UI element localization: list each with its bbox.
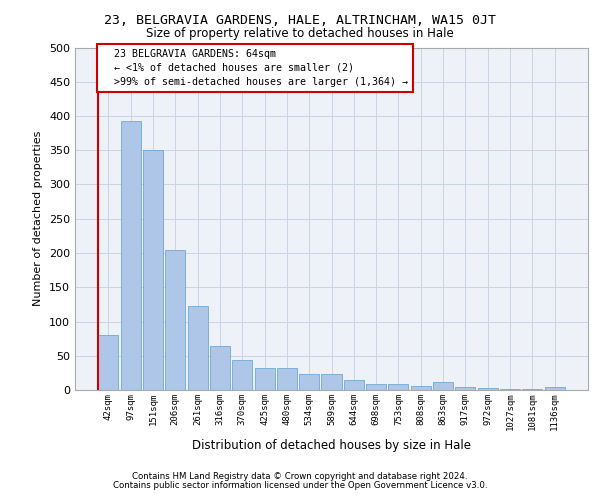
Bar: [188, 306, 208, 390]
Bar: [344, 380, 364, 390]
Bar: [254, 368, 275, 390]
Text: 23, BELGRAVIA GARDENS, HALE, ALTRINCHAM, WA15 0JT: 23, BELGRAVIA GARDENS, HALE, ALTRINCHAM,…: [104, 14, 496, 27]
Bar: [388, 384, 409, 390]
Bar: [299, 374, 319, 390]
Y-axis label: Number of detached properties: Number of detached properties: [34, 131, 43, 306]
Bar: [500, 388, 520, 390]
Text: Size of property relative to detached houses in Hale: Size of property relative to detached ho…: [146, 28, 454, 40]
Text: Contains HM Land Registry data © Crown copyright and database right 2024.: Contains HM Land Registry data © Crown c…: [132, 472, 468, 481]
Bar: [210, 346, 230, 390]
Bar: [165, 250, 185, 390]
Bar: [366, 384, 386, 390]
Bar: [277, 368, 297, 390]
Text: Contains public sector information licensed under the Open Government Licence v3: Contains public sector information licen…: [113, 481, 487, 490]
Bar: [455, 388, 475, 390]
Bar: [522, 388, 542, 390]
Bar: [545, 388, 565, 390]
Bar: [322, 374, 341, 390]
Bar: [121, 121, 141, 390]
Bar: [478, 388, 498, 390]
Bar: [433, 382, 453, 390]
Bar: [143, 150, 163, 390]
Text: 23 BELGRAVIA GARDENS: 64sqm
  ← <1% of detached houses are smaller (2)
  >99% of: 23 BELGRAVIA GARDENS: 64sqm ← <1% of det…: [101, 49, 407, 87]
Bar: [411, 386, 431, 390]
X-axis label: Distribution of detached houses by size in Hale: Distribution of detached houses by size …: [192, 438, 471, 452]
Bar: [98, 335, 118, 390]
Bar: [232, 360, 252, 390]
